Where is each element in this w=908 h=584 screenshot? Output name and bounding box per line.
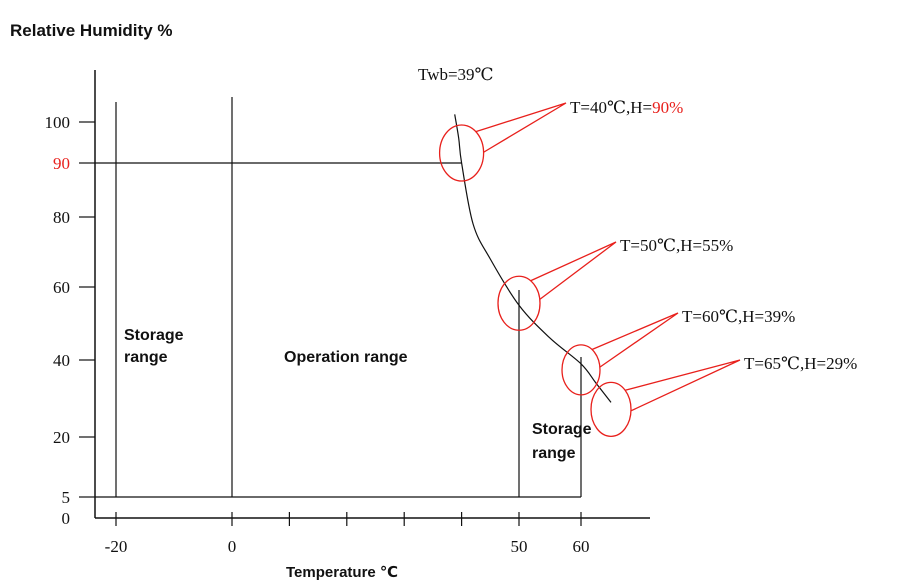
- x-tick-label: 60: [573, 537, 590, 556]
- y-tick-label: 100: [45, 113, 71, 132]
- annotation-label-60: T=60℃,H=39%: [682, 307, 795, 326]
- annotation-pointer: [624, 359, 741, 412]
- y-ticks: 0 5 20 40 60 80 90 100: [45, 113, 95, 528]
- annotation-marker-ellipse: [561, 344, 601, 396]
- wet-bulb-curve: [454, 114, 612, 403]
- annotation-label-65: T=65℃,H=29%: [744, 354, 857, 373]
- annotation-marker-ellipse: [438, 124, 485, 182]
- curve-label: Twb=39℃: [418, 65, 494, 84]
- region-operation: Operation range: [284, 349, 408, 366]
- x-tick-label: 50: [511, 537, 528, 556]
- y-tick-label: 60: [53, 278, 70, 297]
- x-tick-label: -20: [105, 537, 128, 556]
- annotation-highlight-90: 90%: [652, 98, 683, 117]
- y-tick-label: 40: [53, 351, 70, 370]
- annotation-label-50: T=50℃,H=55%: [620, 236, 733, 255]
- annotation-pointer: [475, 102, 567, 153]
- x-ticks: -20 0 50 60: [105, 512, 590, 556]
- chart-title: Relative Humidity %: [10, 21, 173, 40]
- annotation-marker-ellipse: [497, 275, 541, 331]
- y-tick-label: 5: [62, 488, 71, 507]
- y-tick-label: 0: [62, 509, 71, 528]
- x-axis-label: Temperature ℃: [286, 564, 398, 581]
- annotation-marker-ellipse: [590, 381, 632, 438]
- region-storage-right: Storage range: [532, 421, 596, 462]
- annotation-label-40: T=40℃,H=90%: [570, 98, 683, 117]
- y-tick-label: 80: [53, 208, 70, 227]
- x-tick-label: 0: [228, 537, 237, 556]
- y-tick-label: 20: [53, 428, 70, 447]
- y-tick-label: 90: [53, 154, 70, 173]
- annotation-pointer: [591, 312, 679, 368]
- annotation-pointer: [530, 241, 617, 300]
- region-storage-left: Storage range: [124, 327, 188, 366]
- annotation-markers: [438, 102, 741, 438]
